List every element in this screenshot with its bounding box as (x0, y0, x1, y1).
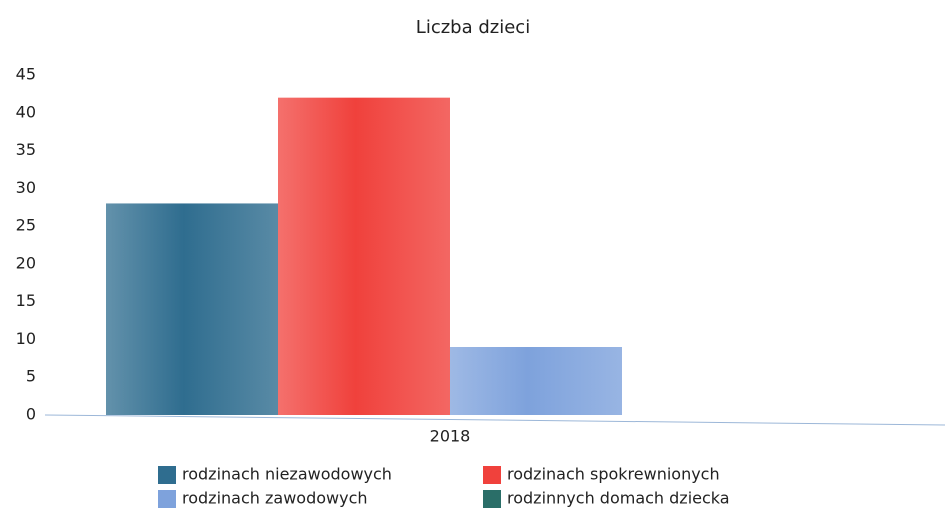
legend-label: rodzinach spokrewnionych (507, 465, 720, 484)
legend-label: rodzinach zawodowych (182, 489, 368, 508)
chart-title: Liczba dzieci (416, 17, 530, 38)
y-tick-label: 40 (16, 102, 36, 121)
x-tick-label: 2018 (430, 427, 471, 446)
y-tick-label: 30 (16, 178, 36, 197)
legend-label: rodzinnych domach dziecka (507, 489, 730, 508)
y-tick-label: 15 (16, 291, 36, 310)
y-tick-label: 5 (26, 367, 36, 386)
bar (106, 203, 278, 415)
bar (450, 347, 622, 415)
legend-swatch (483, 466, 501, 484)
bar (278, 97, 450, 416)
y-tick-label: 20 (16, 253, 36, 272)
y-tick-label: 35 (16, 140, 36, 159)
y-tick-label: 10 (16, 329, 36, 348)
legend-swatch (158, 490, 176, 508)
legend-swatch (158, 466, 176, 484)
legend-label: rodzinach niezawodowych (182, 465, 392, 484)
axis-line (44, 414, 946, 426)
y-tick-label: 0 (26, 405, 36, 424)
y-tick-label: 45 (16, 65, 36, 84)
y-tick-label: 25 (16, 216, 36, 235)
legend-swatch (483, 490, 501, 508)
